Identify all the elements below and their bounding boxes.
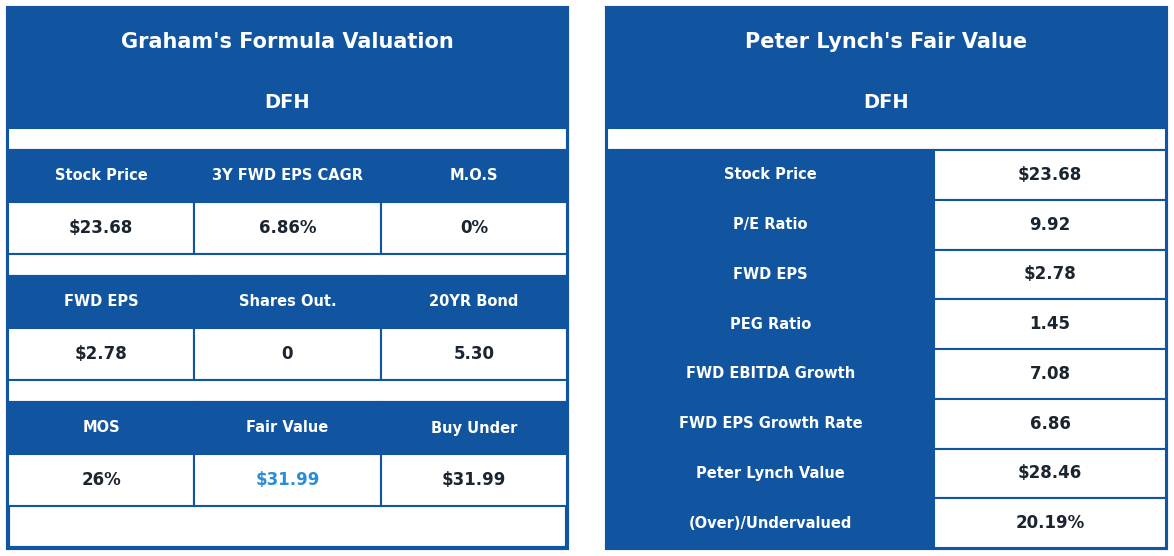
Bar (380, 454, 567, 506)
Text: 20YR Bond: 20YR Bond (430, 295, 519, 310)
Bar (380, 328, 567, 380)
Bar (607, 8, 1166, 76)
Text: Stock Price: Stock Price (724, 167, 817, 182)
Bar (607, 399, 935, 449)
Bar (607, 299, 935, 349)
Bar (8, 76, 567, 128)
Bar (935, 349, 1166, 399)
Text: DFH: DFH (864, 92, 910, 112)
Text: MOS: MOS (82, 420, 120, 435)
Bar (607, 498, 935, 548)
Text: $31.99: $31.99 (255, 471, 319, 489)
Bar (8, 402, 195, 454)
Text: Peter Lynch's Fair Value: Peter Lynch's Fair Value (745, 32, 1027, 52)
Bar (195, 202, 380, 254)
Bar (607, 200, 935, 250)
Bar (380, 150, 567, 202)
Text: $23.68: $23.68 (69, 219, 134, 237)
Bar (8, 128, 567, 150)
Text: 26%: 26% (81, 471, 121, 489)
Text: $28.46: $28.46 (1018, 464, 1082, 483)
Text: Peter Lynch Value: Peter Lynch Value (696, 466, 845, 481)
Text: 0: 0 (282, 345, 294, 363)
Bar (195, 276, 380, 328)
Text: 7.08: 7.08 (1030, 365, 1071, 383)
Bar (8, 454, 195, 506)
Bar (8, 254, 567, 276)
Bar (935, 449, 1166, 498)
Text: Fair Value: Fair Value (247, 420, 329, 435)
Bar (8, 8, 567, 76)
Text: M.O.S: M.O.S (450, 168, 498, 183)
Text: Shares Out.: Shares Out. (238, 295, 336, 310)
Bar (607, 150, 935, 200)
Bar (607, 449, 935, 498)
Bar (935, 250, 1166, 299)
Text: $23.68: $23.68 (1018, 166, 1082, 184)
Bar (607, 349, 935, 399)
Bar (8, 8, 567, 548)
Text: FWD EBITDA Growth: FWD EBITDA Growth (686, 366, 855, 381)
Bar (380, 276, 567, 328)
Text: 9.92: 9.92 (1030, 216, 1071, 234)
Bar (935, 498, 1166, 548)
Text: PEG Ratio: PEG Ratio (730, 316, 811, 331)
Text: DFH: DFH (264, 92, 310, 112)
Text: 6.86%: 6.86% (258, 219, 316, 237)
Bar (935, 150, 1166, 200)
Bar (935, 299, 1166, 349)
Text: Buy Under: Buy Under (431, 420, 517, 435)
Bar (195, 328, 380, 380)
Bar (607, 76, 1166, 128)
Text: Stock Price: Stock Price (55, 168, 148, 183)
Bar (8, 328, 195, 380)
Text: 1.45: 1.45 (1030, 315, 1071, 333)
Bar (8, 380, 567, 402)
Bar (935, 200, 1166, 250)
Bar (8, 202, 195, 254)
Text: FWD EPS Growth Rate: FWD EPS Growth Rate (679, 416, 863, 431)
Text: $2.78: $2.78 (75, 345, 128, 363)
Bar (380, 402, 567, 454)
Bar (607, 250, 935, 299)
Text: (Over)/Undervalued: (Over)/Undervalued (689, 515, 852, 530)
Text: 5.30: 5.30 (453, 345, 494, 363)
Bar (8, 276, 195, 328)
Bar (935, 399, 1166, 449)
Bar (195, 454, 380, 506)
Text: FWD EPS: FWD EPS (63, 295, 139, 310)
Text: $2.78: $2.78 (1024, 265, 1077, 284)
Bar (8, 150, 195, 202)
Text: 3Y FWD EPS CAGR: 3Y FWD EPS CAGR (212, 168, 363, 183)
Text: 0%: 0% (460, 219, 488, 237)
Text: 20.19%: 20.19% (1016, 514, 1085, 532)
Bar (607, 8, 1166, 548)
Bar (195, 150, 380, 202)
Bar (380, 202, 567, 254)
Bar (607, 128, 1166, 150)
Text: FWD EPS: FWD EPS (734, 267, 808, 282)
Text: Graham's Formula Valuation: Graham's Formula Valuation (121, 32, 454, 52)
Bar (195, 402, 380, 454)
Text: $31.99: $31.99 (441, 471, 506, 489)
Text: P/E Ratio: P/E Ratio (734, 217, 808, 232)
Text: 6.86: 6.86 (1030, 415, 1071, 433)
